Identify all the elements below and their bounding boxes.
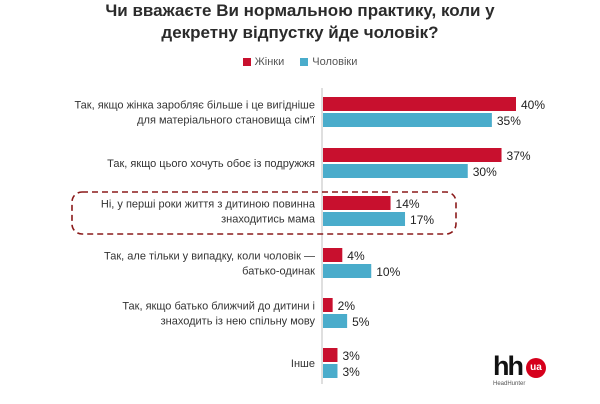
data-label-men-4: 5% [352, 315, 370, 329]
data-label-men-2: 17% [410, 213, 434, 227]
category-label-2-line-0: Ні, у перші роки життя з дитиною повинна [101, 199, 316, 211]
category-label-1-line-0: Так, якщо цього хочуть обоє із подружжя [107, 158, 315, 170]
highlight-box [71, 191, 457, 235]
title-line-1: Чи вважаєте Ви нормальною практику, коли… [105, 1, 495, 20]
bar-men-3 [323, 264, 372, 278]
bar-men-1 [323, 164, 468, 178]
category-label-0-line-0: Так, якщо жінка заробляє більше і це виг… [74, 100, 315, 112]
data-label-men-0: 35% [497, 114, 521, 128]
category-label-3-line-1: батько-одинак [242, 266, 315, 278]
data-label-women-0: 40% [521, 98, 545, 112]
chart-title: Чи вважаєте Ви нормальною практику, коли… [0, 0, 600, 44]
legend-label-men: Чоловіки [312, 56, 358, 68]
bar-men-5 [323, 364, 338, 378]
legend-item-men: Чоловіки [300, 56, 357, 68]
category-label-4-line-1: знаходить із нею спільну мову [161, 316, 316, 328]
data-label-men-5: 3% [342, 365, 360, 379]
logo-subtitle: HeadHunter [493, 381, 526, 387]
bar-women-2 [323, 196, 391, 210]
data-label-men-3: 10% [376, 265, 400, 279]
data-label-women-5: 3% [342, 349, 360, 363]
bar-women-1 [323, 148, 502, 162]
headhunter-logo: hh ua HeadHunter [493, 352, 557, 392]
data-label-women-3: 4% [347, 249, 365, 263]
category-label-4-line-0: Так, якщо батько ближчий до дитини і [122, 301, 315, 313]
data-label-women-1: 37% [507, 149, 531, 163]
category-label-0-line-1: для матеріального становища сім'ї [137, 115, 315, 127]
bar-men-4 [323, 314, 348, 328]
bar-women-3 [323, 248, 343, 262]
bar-men-0 [323, 113, 492, 127]
title-line-2: декретну відпустку йде чоловік? [161, 23, 439, 42]
legend-item-women: Жінки [242, 56, 285, 68]
legend-label-women: Жінки [254, 56, 285, 68]
bar-women-5 [323, 348, 338, 362]
bar-men-2 [323, 212, 406, 226]
data-label-men-1: 30% [473, 165, 497, 179]
logo-mark: hh [493, 351, 524, 381]
legend-swatch-women [242, 58, 251, 66]
category-label-3-line-0: Так, але тільки у випадку, коли чоловік … [104, 251, 315, 263]
bar-women-0 [323, 97, 516, 111]
legend: Жінки Чоловіки [0, 56, 600, 68]
category-label-5-line-0: Інше [291, 358, 315, 370]
data-label-women-4: 2% [338, 299, 356, 313]
bar-women-4 [323, 298, 333, 312]
data-label-women-2: 14% [396, 197, 420, 211]
legend-swatch-men [300, 58, 309, 66]
category-label-2-line-1: знаходитись мама [221, 214, 316, 226]
logo-badge: ua [526, 358, 546, 378]
